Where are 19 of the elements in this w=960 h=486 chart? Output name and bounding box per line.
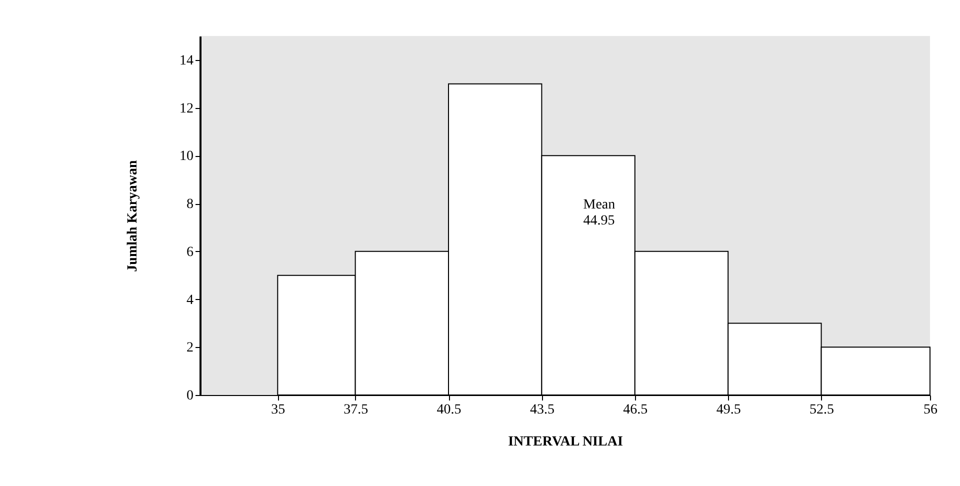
y-tick-label: 4 [186, 292, 194, 308]
y-axis-title: Jumlah Karyawan [126, 160, 140, 272]
y-tick-label: 0 [186, 388, 194, 404]
y-tick-label: 10 [180, 149, 194, 164]
x-tick-label: 40.5 [436, 402, 462, 418]
y-tick-label: 8 [186, 197, 194, 212]
x-tick-label: 49.5 [716, 402, 741, 418]
x-tick-label: 35 [271, 402, 286, 418]
y-tick-label: 14 [180, 53, 194, 68]
x-tick-label: 37.5 [344, 402, 368, 418]
x-tick-label: 56 [924, 402, 938, 418]
y-tick-label: 12 [180, 101, 194, 116]
y-tick-label: 6 [186, 244, 194, 260]
x-tick-label: 43.5 [530, 402, 554, 418]
x-tick-label: 46.5 [623, 402, 648, 418]
x-tick-label: 52.5 [810, 402, 834, 418]
x-axis-title: INTERVAL NILAI [508, 434, 623, 450]
y-tick-label: 2 [186, 340, 194, 356]
annotation: Mean 44.95 [583, 198, 616, 229]
